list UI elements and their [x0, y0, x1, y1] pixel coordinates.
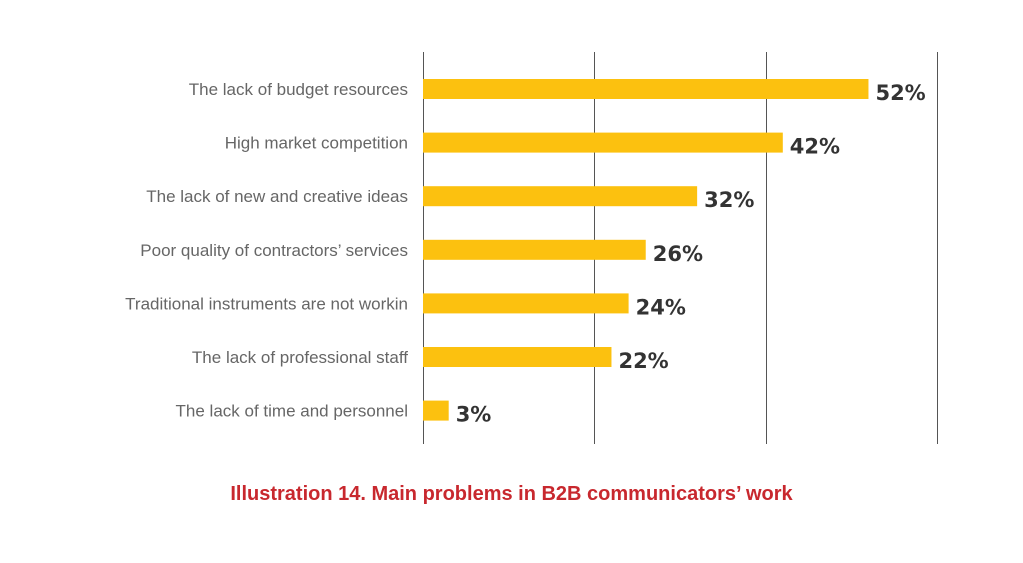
bar-chart: The lack of budget resources High market …: [125, 52, 938, 444]
value-labels: 52% 42% 32% 26% 24% 22% 3%: [456, 81, 926, 427]
category-label-6: The lack of time and personnel: [176, 402, 408, 421]
category-labels: The lack of budget resources High market …: [125, 80, 408, 421]
value-label-2: 32%: [704, 188, 754, 212]
category-label-3: Poor quality of contractors’ services: [140, 241, 408, 260]
bar-1: [423, 132, 783, 153]
category-label-5: The lack of professional staff: [192, 348, 408, 367]
category-label-1: High market competition: [225, 134, 408, 153]
figure-caption: Illustration 14. Main problems in B2B co…: [230, 483, 793, 505]
category-label-2: The lack of new and creative ideas: [146, 187, 408, 206]
bar-2: [423, 186, 698, 207]
category-label-0: The lack of budget resources: [189, 80, 408, 99]
bar-6: [423, 400, 449, 421]
bars: [423, 79, 869, 421]
bar-3: [423, 239, 646, 260]
category-label-4: Traditional instruments are not workin: [125, 294, 408, 313]
bar-0: [423, 79, 869, 99]
value-label-5: 22%: [618, 349, 668, 373]
value-label-0: 52%: [875, 81, 925, 105]
bar-4: [423, 293, 629, 314]
value-label-4: 24%: [636, 295, 686, 319]
value-label-3: 26%: [653, 242, 703, 266]
value-label-6: 3%: [456, 403, 492, 427]
value-label-1: 42%: [790, 135, 840, 159]
bar-5: [423, 347, 612, 367]
